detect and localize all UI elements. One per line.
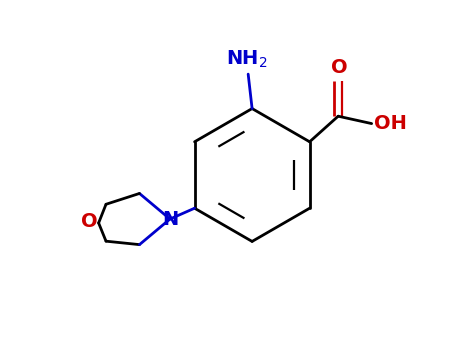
Text: NH$_2$: NH$_2$ (227, 49, 268, 70)
Text: N: N (162, 210, 178, 229)
Text: O: O (81, 212, 98, 231)
Text: OH: OH (374, 114, 407, 133)
Text: O: O (331, 58, 348, 77)
